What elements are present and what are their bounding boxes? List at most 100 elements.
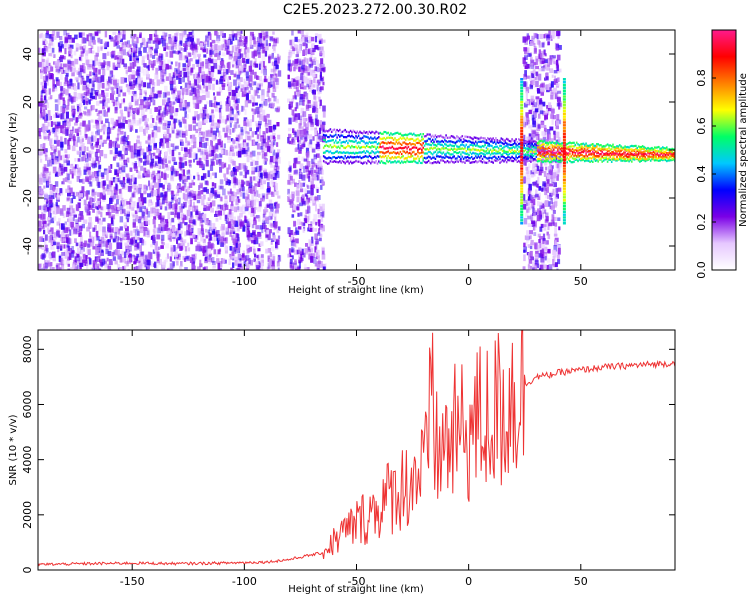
heatmap-noise-cell [143, 96, 147, 102]
heatmap-noise-cell [204, 119, 208, 124]
heatmap-noise-cell [75, 242, 79, 247]
heatmap-noise-cell [125, 226, 129, 232]
heatmap-noise-cell [549, 183, 553, 187]
heatmap-noise-cell [216, 126, 219, 133]
heatmap-noise-cell [41, 58, 45, 63]
heatmap-noise-cell [305, 215, 310, 223]
heatmap-noise-cell [71, 250, 75, 254]
heatmap-noise-cell [269, 170, 274, 178]
heatmap-noise-cell [222, 258, 226, 264]
heatmap-noise-cell [128, 119, 131, 123]
heatmap-noise-cell [164, 92, 167, 97]
heatmap-noise-cell [231, 177, 234, 184]
heatmap-noise-cell [247, 210, 251, 215]
heatmap-noise-cell [170, 175, 175, 182]
heatmap-noise-cell [108, 165, 112, 171]
heatmap-noise-cell [207, 229, 210, 234]
heatmap-noise-cell [100, 211, 103, 218]
heatmap-noise-cell [194, 44, 198, 50]
heatmap-noise-cell [193, 152, 197, 159]
heatmap-noise-cell [106, 98, 110, 104]
heatmap-noise-cell [72, 60, 76, 67]
heatmap-noise-cell [131, 204, 135, 208]
heatmap-noise-cell [257, 248, 261, 252]
heatmap-noise-cell [167, 155, 172, 163]
heatmap-noise-cell [302, 85, 307, 90]
heatmap-noise-cell [257, 207, 262, 212]
heatmap-noise-cell [235, 64, 240, 69]
heatmap-noise-cell [80, 98, 83, 104]
heatmap-noise-cell [252, 96, 256, 104]
heatmap-noise-cell [89, 150, 94, 154]
heatmap-noise-cell [116, 177, 120, 183]
heatmap-noise-cell [69, 44, 74, 49]
heatmap-noise-cell [248, 218, 251, 224]
heatmap-noise-cell [138, 263, 143, 270]
heatmap-noise-cell [301, 200, 306, 206]
heatmap-noise-cell [311, 165, 314, 170]
heatmap-noise-cell [205, 130, 210, 137]
heatmap-noise-cell [73, 228, 78, 234]
heatmap-noise-cell [90, 88, 94, 96]
heatmap-noise-cell [119, 255, 122, 263]
heatmap-noise-cell [44, 119, 48, 123]
heatmap-noise-cell [191, 179, 194, 185]
heatmap-noise-cell [214, 172, 217, 179]
heatmap-noise-cell [196, 90, 200, 97]
heatmap-noise-cell [291, 30, 294, 36]
heatmap-noise-cell [198, 211, 201, 218]
heatmap-noise-cell [315, 101, 318, 107]
heatmap-noise-cell [61, 167, 65, 174]
heatmap-noise-cell [268, 264, 272, 269]
heatmap-noise-cell [135, 36, 138, 44]
heatmap-noise-cell [162, 261, 166, 268]
heatmap-noise-cell [532, 261, 535, 268]
heatmap-noise-cell [177, 131, 180, 136]
heatmap-noise-cell [310, 221, 313, 227]
heatmap-noise-cell [287, 81, 291, 88]
heatmap-noise-cell [104, 260, 107, 264]
heatmap-noise-cell [275, 158, 278, 164]
heatmap-noise-cell [70, 198, 74, 204]
heatmap-noise-cell [79, 179, 83, 183]
heatmap-noise-cell [83, 169, 87, 175]
heatmap-noise-cell [115, 97, 119, 102]
heatmap-noise-cell [174, 251, 178, 257]
heatmap-noise-cell [105, 83, 108, 89]
heatmap-noise-cell [109, 208, 113, 214]
heatmap-noise-cell [254, 63, 259, 68]
heatmap-noise-cell [276, 109, 280, 113]
heatmap-noise-cell [216, 102, 220, 106]
heatmap-noise-cell [306, 190, 311, 194]
heatmap-noise-cell [304, 263, 307, 270]
heatmap-noise-cell [78, 232, 82, 237]
heatmap-noise-cell [70, 60, 74, 66]
heatmap-noise-cell [45, 234, 48, 241]
heatmap-noise-cell [121, 200, 126, 208]
heatmap-noise-cell [138, 216, 142, 220]
heatmap-noise-cell [149, 252, 153, 260]
heatmap-noise-cell [310, 86, 314, 90]
heatmap-noise-cell [180, 162, 185, 168]
heatmap-noise-cell [49, 191, 54, 196]
heatmap-noise-cell [272, 232, 275, 237]
heatmap-noise-cell [54, 103, 59, 111]
heatmap-noise-cell [197, 53, 201, 57]
heatmap-noise-cell [77, 167, 81, 175]
heatmap-noise-cell [208, 77, 212, 84]
heatmap-noise-cell [539, 243, 542, 249]
heatmap-noise-cell [267, 144, 271, 148]
heatmap-noise-cell [91, 157, 95, 163]
heatmap-noise-cell [40, 95, 43, 102]
heatmap-noise-cell [203, 207, 207, 211]
heatmap-noise-cell [246, 252, 249, 260]
heatmap-noise-cell [174, 43, 177, 50]
heatmap-noise-cell [304, 214, 307, 219]
heatmap-noise-cell [46, 227, 50, 233]
heatmap-noise-cell [95, 93, 97, 100]
heatmap-noise-cell [200, 108, 203, 116]
heatmap-noise-cell [47, 176, 51, 183]
heatmap-noise-cell [161, 159, 165, 165]
heatmap-noise-cell [179, 230, 183, 235]
heatmap-noise-cell [109, 228, 114, 232]
